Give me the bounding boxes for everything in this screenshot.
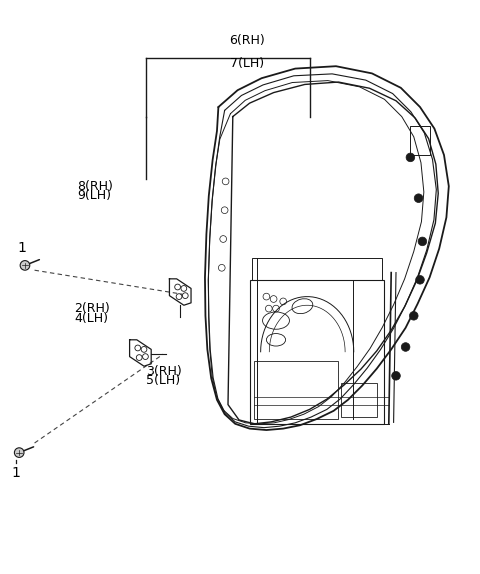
Text: 1: 1: [17, 241, 26, 255]
Text: 9(LH): 9(LH): [77, 189, 111, 202]
Circle shape: [414, 194, 423, 203]
Text: 1: 1: [12, 466, 20, 480]
Text: 6(RH): 6(RH): [229, 34, 265, 47]
Circle shape: [14, 448, 24, 457]
Text: 2(RH): 2(RH): [74, 302, 110, 315]
Circle shape: [416, 276, 424, 284]
Text: 4(LH): 4(LH): [74, 312, 108, 325]
Text: 5(LH): 5(LH): [146, 374, 180, 387]
Bar: [341, 383, 377, 417]
Text: 8(RH): 8(RH): [77, 180, 113, 193]
Circle shape: [392, 371, 400, 380]
Circle shape: [409, 312, 418, 320]
Circle shape: [20, 261, 30, 270]
Bar: [250, 280, 384, 424]
Bar: [252, 258, 382, 280]
Circle shape: [418, 237, 427, 246]
Bar: [410, 126, 430, 155]
Circle shape: [406, 153, 415, 162]
Text: 7(LH): 7(LH): [230, 57, 264, 69]
Bar: [254, 362, 338, 419]
Text: 3(RH): 3(RH): [146, 364, 182, 378]
Circle shape: [401, 343, 410, 351]
